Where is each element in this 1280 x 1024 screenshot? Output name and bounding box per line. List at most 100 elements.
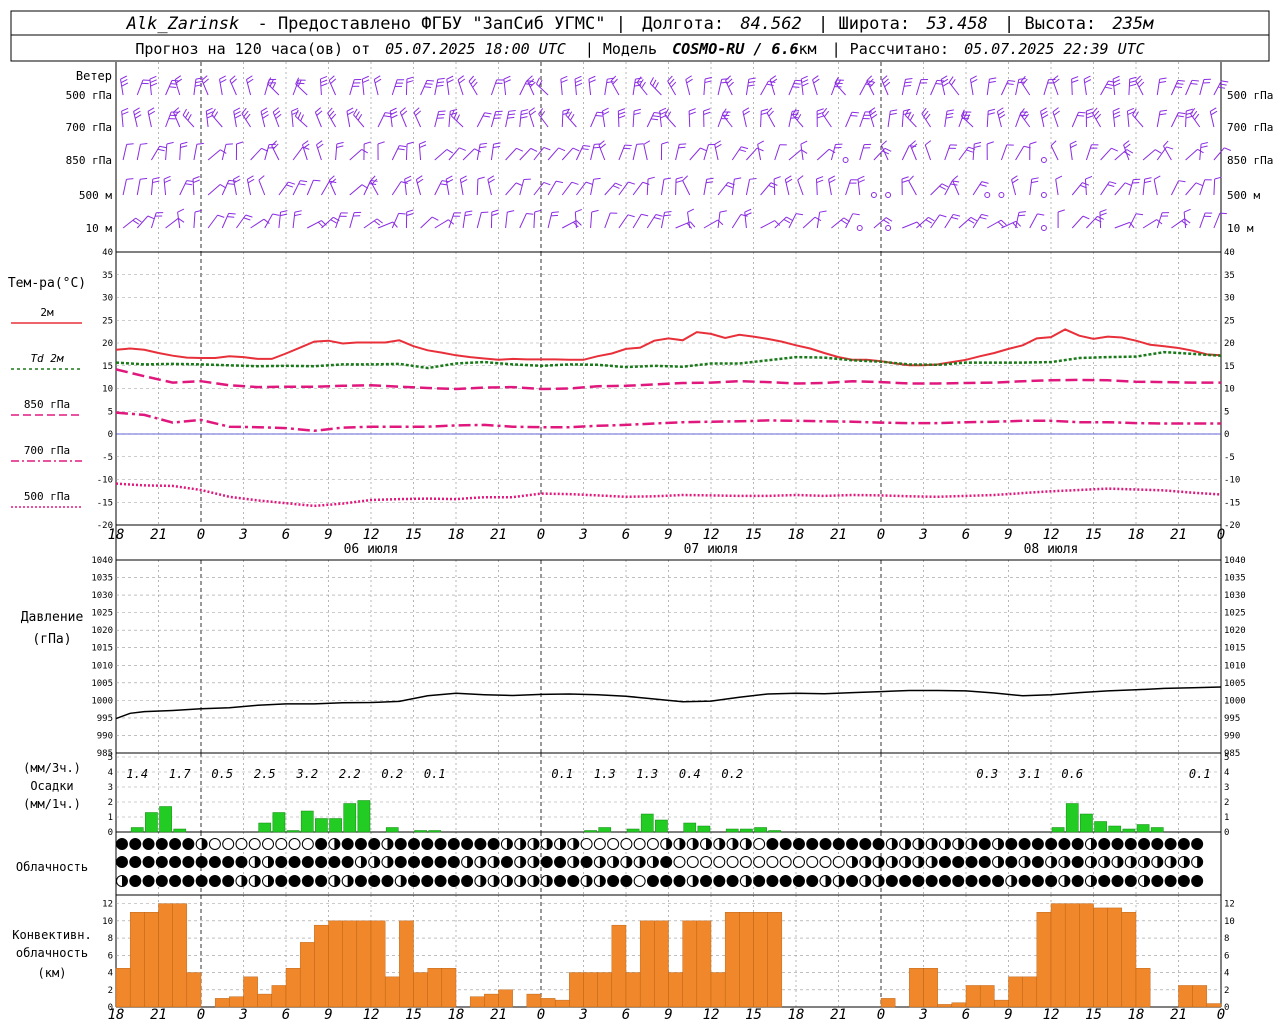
wind-barb-staff [1069,144,1073,161]
wind-barb-staff [353,114,365,128]
wind-barb-feather [297,79,302,87]
cloud-symbol [952,856,965,868]
cloud-symbol-half [1144,875,1150,887]
wind-barb [1126,107,1135,128]
wind-barb-feather [1185,115,1193,119]
wind-barb [576,181,593,196]
wind-barb-feather [1071,79,1079,83]
wind-barb [292,210,302,229]
wind-barb-feather [267,77,272,84]
wind-barb [292,79,306,96]
wind-barb-feather [659,107,667,112]
date-label: 06 июля [344,542,399,557]
wind-barb [405,209,414,229]
wind-barb-feather [456,114,460,122]
cloud-symbol [1045,875,1058,887]
wind-barb-staff [948,81,960,96]
wind-barb-staff [389,111,393,128]
wind-barb-feather [336,141,344,145]
wind-barb [561,181,579,196]
wind-barb-feather [291,107,299,112]
wind-barb-feather [575,208,582,213]
wind-barb [717,210,727,229]
wind-barb-feather [1214,176,1222,180]
conv-bar [1064,903,1080,1008]
precip-tick-label: 3 [108,783,113,793]
cloud-symbol-half [533,838,539,850]
cloud-symbol [208,838,221,850]
cloud-symbol [208,875,221,887]
wind-barb-feather [1093,110,1100,117]
wind-barb-feather [801,82,809,87]
wind-barb-feather [760,112,768,116]
wind-barb-staff [944,144,951,161]
wind-barb-staff [800,144,804,161]
wind-barb-staff [721,114,733,128]
wind-barb-feather [618,108,626,112]
cloud-symbol [859,838,872,850]
cloud-symbol [421,856,434,868]
wind-barb-feather [1159,81,1167,84]
wind-barb-feather [881,75,888,81]
wind-barb [353,108,365,128]
wind-barb-staff [165,144,168,161]
precip-bar [697,825,711,833]
wind-barb-feather [399,107,406,113]
wind-barb-staff [1052,111,1059,128]
cloud-symbol [368,838,381,850]
wind-barb [944,180,960,196]
temp-tick-label: 10 [102,385,113,395]
wind-barb-feather [595,115,603,117]
pres-tick-label: 1025 [91,609,113,619]
pres-tick-label-r: 990 [1224,731,1240,741]
wind-barb-staff [420,80,428,96]
wind-barb-staff [320,180,330,196]
conv-bar [144,912,159,1008]
cloud-symbol [1164,875,1177,887]
cloud-symbol-half [865,875,871,887]
wind-barb-feather [228,212,236,215]
wind-barb [547,211,559,229]
wind-barb-feather [150,82,158,87]
temp-tick-label: -20 [97,521,113,531]
wind-barb [377,141,385,161]
wind-barb-staff [659,111,662,128]
wind-barb-feather [1217,86,1226,89]
hour-label-conv: 21 [830,1007,847,1023]
wind-barb-feather [294,109,299,117]
wind-barb [682,175,691,196]
wind-barb-feather [678,146,686,149]
wind-barb [120,75,129,96]
cloud-symbol [899,875,912,887]
wind-barb [667,75,677,96]
date-label: 08 июля [1024,542,1079,557]
wind-barb-feather [981,213,989,217]
wind-barb [404,175,412,196]
wind-barb-feather [233,178,241,184]
wind-barb-feather [795,79,803,82]
temp-series-1 [115,350,1222,370]
wind-barb-staff [845,213,854,229]
hour-label-temp: 3 [238,527,247,543]
wind-barb-staff [1213,212,1221,229]
cloud-symbol [354,875,367,887]
wind-barb-staff [788,111,793,128]
wind-barb-staff [1100,147,1112,161]
wind-barb-feather [1000,219,1007,226]
temp-tick-label-r: 35 [1224,271,1235,281]
wind-barb-feather [689,221,696,228]
wind-barb-feather [280,210,288,213]
wind-barb-staff [267,83,280,96]
wind-barb-staff [1112,79,1116,96]
wind-barb-feather [951,216,959,220]
wind-barb-feather [450,109,455,117]
cloud-symbol [567,875,580,887]
wind-barb [675,176,683,196]
wind-barb-feather [618,111,626,115]
wind-barb-staff [685,79,691,96]
cloud-symbol-half [1051,856,1057,868]
hour-label-temp: 9 [324,527,332,543]
wind-barb [859,80,875,96]
wind-barb [689,147,707,161]
wind-barb [1015,211,1026,229]
